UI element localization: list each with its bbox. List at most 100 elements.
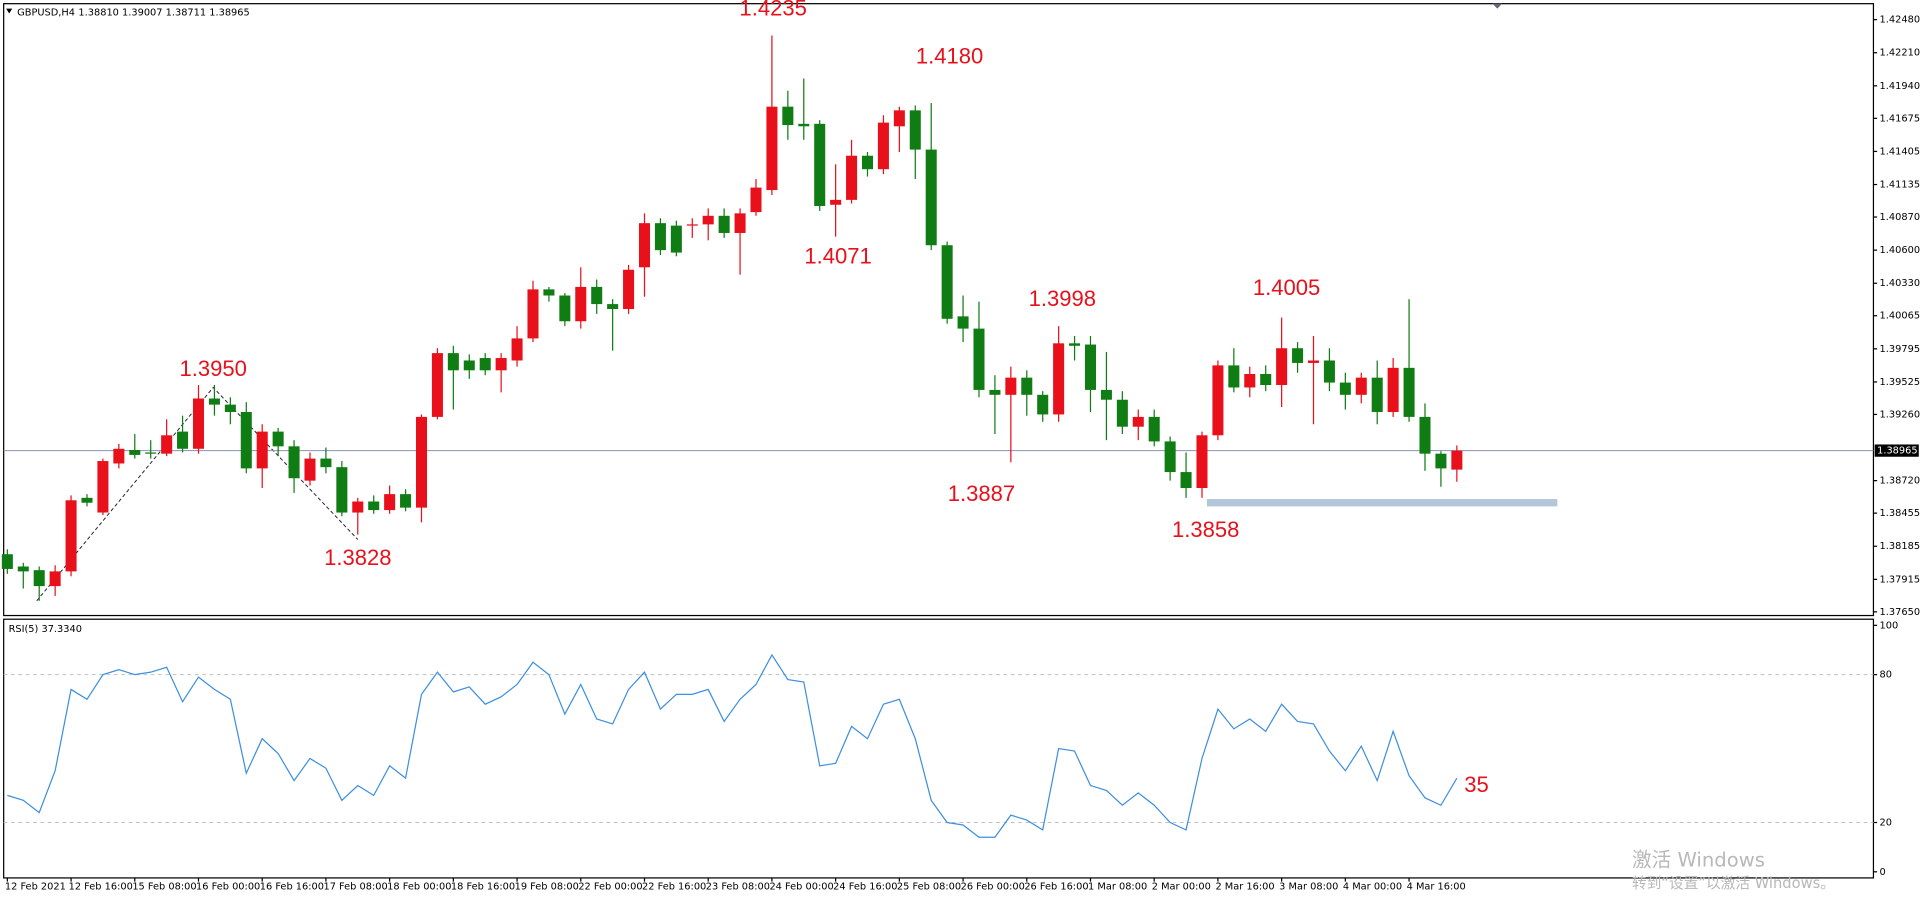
- y-tick-label: 1.38720: [1880, 476, 1920, 487]
- candle-body: [1, 554, 13, 569]
- watermark-title: 激活 Windows: [1632, 848, 1765, 871]
- candle-body: [1069, 343, 1081, 346]
- x-tick-label: 24 Feb 00:00: [769, 882, 833, 893]
- x-tick-label: 26 Feb 16:00: [1024, 882, 1088, 893]
- candle-body: [1403, 367, 1415, 417]
- candle-body: [1419, 416, 1431, 454]
- x-tick-label: 22 Feb 16:00: [642, 882, 706, 893]
- x-tick-label: 3 Mar 08:00: [1279, 882, 1338, 893]
- candle-body: [431, 353, 443, 417]
- candle-body: [272, 431, 284, 447]
- candle-body: [447, 353, 459, 371]
- price-label: 1.38965: [1877, 446, 1918, 457]
- x-tick-label: 23 Feb 08:00: [706, 882, 770, 893]
- candle-body: [17, 566, 29, 572]
- candle-body: [97, 461, 109, 513]
- candle-body: [384, 494, 396, 511]
- candle-body: [1037, 394, 1049, 415]
- y-tick-label: 1.38455: [1880, 508, 1920, 519]
- candle-body: [1021, 377, 1033, 395]
- candle-body: [766, 106, 778, 191]
- candle-body: [830, 199, 842, 205]
- candle-body: [654, 223, 666, 251]
- x-tick-label: 4 Mar 00:00: [1343, 882, 1402, 893]
- candle-body: [81, 497, 93, 503]
- rsi-title: RSI(5) 37.3340: [9, 624, 82, 635]
- candle-body: [1371, 377, 1383, 412]
- y-tick-label: 1.40870: [1880, 212, 1920, 223]
- candle-body: [623, 269, 635, 309]
- price-annotation: 1.3828: [324, 545, 391, 570]
- candle-body: [1164, 441, 1176, 473]
- candle-body: [543, 289, 555, 296]
- candle-body: [734, 213, 746, 233]
- y-tick-label: 1.40065: [1880, 311, 1920, 322]
- y-tick-label: 1.37650: [1880, 607, 1920, 618]
- candle-body: [495, 358, 507, 371]
- candle-body: [798, 123, 810, 127]
- y-tick-label: 1.39795: [1880, 344, 1920, 355]
- x-tick-label: 17 Feb 08:00: [323, 882, 387, 893]
- x-tick-label: 19 Feb 08:00: [515, 882, 579, 893]
- candle-body: [1307, 360, 1320, 363]
- candle-body: [113, 448, 125, 464]
- candle-body: [1116, 399, 1128, 427]
- x-tick-label: 16 Feb 16:00: [260, 882, 324, 893]
- candle-body: [607, 304, 619, 309]
- candle-body: [1100, 389, 1112, 400]
- support-line: [1206, 499, 1558, 507]
- candle-body: [670, 225, 682, 253]
- y-tick-label: 1.39260: [1880, 409, 1920, 420]
- x-tick-label: 26 Feb 00:00: [961, 882, 1025, 893]
- x-tick-label: 15 Feb 08:00: [132, 882, 196, 893]
- rsi-frame: [3, 618, 1875, 879]
- candle-body: [973, 328, 985, 390]
- y-tick-label: 1.41675: [1880, 113, 1920, 124]
- candle-body: [49, 571, 61, 587]
- candle-body: [1196, 435, 1208, 489]
- candle-body: [1132, 416, 1144, 427]
- candle-body: [861, 155, 874, 170]
- x-tick-label: 12 Feb 16:00: [69, 882, 133, 893]
- candle-body: [288, 446, 300, 479]
- candle-body: [1260, 373, 1272, 386]
- y-tick-label: 100: [1880, 620, 1899, 631]
- x-tick-label: 22 Feb 00:00: [578, 882, 642, 893]
- candle-body: [638, 223, 651, 268]
- candle-body: [208, 398, 220, 405]
- candle-body: [415, 416, 428, 508]
- candle-body: [256, 431, 268, 469]
- y-tick-label: 80: [1880, 670, 1892, 681]
- x-tick-label: 4 Mar 16:00: [1407, 882, 1466, 893]
- x-tick-label: 18 Feb 00:00: [387, 882, 451, 893]
- price-annotation: 1.4071: [804, 243, 871, 268]
- candle-body: [527, 289, 539, 339]
- x-tick-label: 1 Mar 08:00: [1088, 882, 1147, 893]
- price-annotation: 1.3950: [179, 356, 246, 381]
- candle-body: [368, 501, 380, 511]
- candle-body: [893, 110, 905, 127]
- x-tick-label: 25 Feb 08:00: [897, 882, 961, 893]
- ohlc-text: 1.38810 1.39007 1.38711 1.38965: [78, 7, 249, 18]
- candle-body: [591, 286, 603, 305]
- candle-body: [511, 338, 523, 361]
- price-annotation: 1.3858: [1172, 517, 1239, 542]
- candle-body: [1355, 377, 1367, 395]
- x-tick-label: 24 Feb 16:00: [833, 882, 897, 893]
- candle-body: [559, 295, 571, 322]
- candle-body: [989, 389, 1001, 395]
- candle-body: [1084, 344, 1097, 390]
- candle-body: [925, 149, 937, 246]
- main-frame: [3, 3, 1875, 617]
- y-tick-label: 1.41135: [1880, 180, 1920, 191]
- candle-body: [909, 110, 921, 150]
- candle-body: [161, 435, 173, 454]
- y-tick-label: 20: [1880, 818, 1892, 829]
- y-tick-label: 1.40330: [1880, 278, 1920, 289]
- candle-body: [575, 286, 587, 322]
- watermark-hint: 转到“设置”以激活 Windows。: [1632, 875, 1835, 892]
- candle-body: [177, 431, 189, 449]
- candle-body: [782, 106, 794, 126]
- candle-body: [1148, 416, 1160, 442]
